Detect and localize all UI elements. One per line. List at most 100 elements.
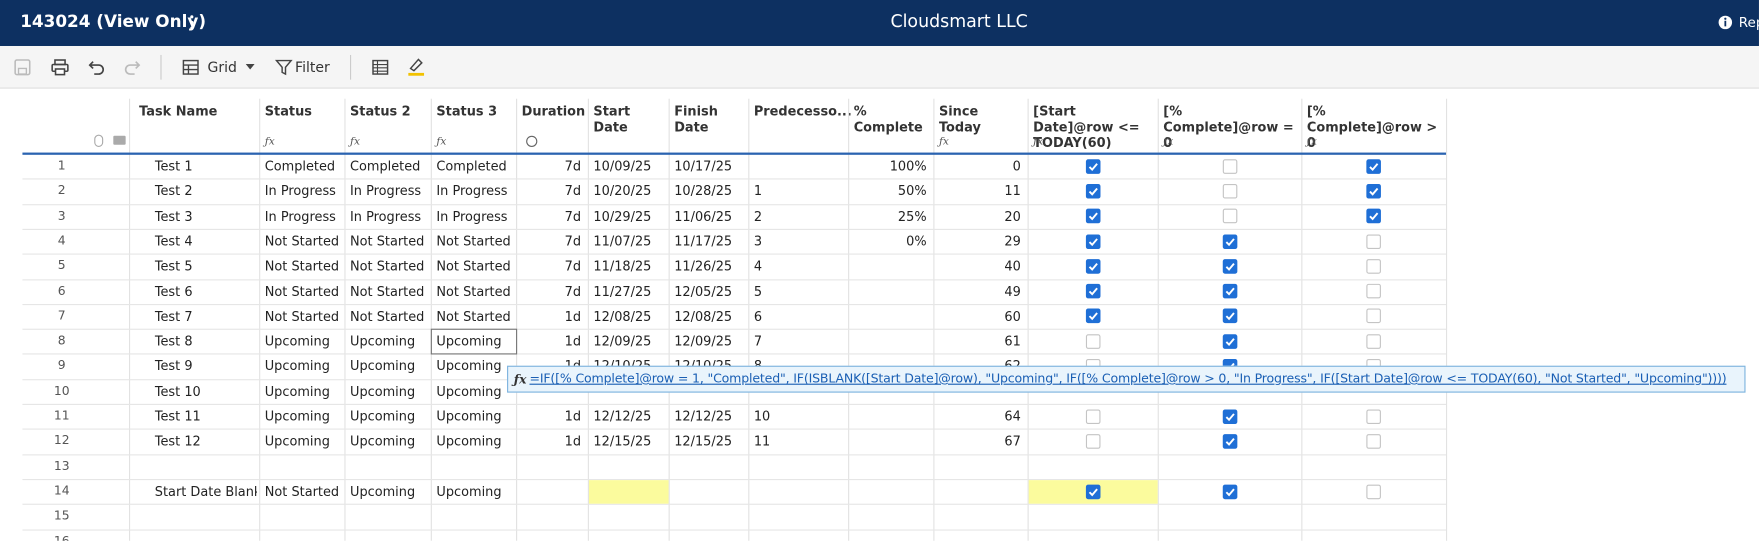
check-mark [1088, 187, 1098, 196]
formula-icon: ƒx [350, 135, 360, 149]
print-button[interactable] [50, 58, 69, 76]
cell: 12/12/25 [593, 408, 652, 425]
checkbox [1222, 258, 1237, 274]
column-header[interactable]: [Start Date]@row <= TODAY(60) [1033, 103, 1140, 151]
column-header[interactable]: [% Complete]@row = 0 [1163, 103, 1294, 151]
cell: 11/18/25 [593, 258, 652, 274]
cell: 1d [564, 333, 582, 349]
table-icon[interactable] [371, 58, 389, 76]
checkbox [1366, 258, 1381, 274]
redo-button[interactable] [123, 58, 141, 76]
row-divider [22, 478, 1447, 481]
cell: 11/26/25 [674, 258, 733, 274]
report-link[interactable]: Rep [1738, 14, 1759, 31]
check-mark [1088, 162, 1098, 171]
column-divider [668, 98, 670, 541]
more-icon[interactable] [188, 15, 195, 31]
column-header[interactable]: % Complete [853, 103, 923, 135]
column-header[interactable]: [% Complete]@row > 0 [1306, 103, 1438, 151]
cell: 11/06/25 [674, 208, 733, 224]
check-mark [1369, 162, 1379, 171]
column-header[interactable]: Status [264, 103, 312, 119]
checkbox [1222, 434, 1237, 449]
cell: Not Started [436, 308, 511, 324]
cell: Upcoming [350, 333, 416, 349]
info-icon[interactable] [1717, 15, 1733, 31]
row-divider [22, 503, 1447, 506]
sheet-title[interactable]: 143024 (View Only) [20, 11, 207, 32]
column-header[interactable]: Since Today [938, 103, 981, 135]
cell: 12/15/25 [674, 433, 733, 450]
column-header[interactable]: Predecesso... [753, 103, 852, 119]
separator [350, 54, 352, 80]
cell: Upcoming [350, 433, 416, 450]
cell: 49 [1004, 283, 1021, 299]
cell: Start Date Blank [154, 483, 257, 500]
cell: Upcoming [436, 483, 502, 500]
cell: Test 8 [154, 333, 193, 349]
view-selector[interactable]: Grid [207, 58, 237, 76]
checkbox [1085, 233, 1100, 249]
cell: 25% [897, 208, 927, 224]
row-divider [22, 303, 1447, 305]
checkbox [1366, 233, 1381, 249]
cell: Completed [264, 158, 336, 174]
cell: Not Started [436, 283, 511, 299]
cell: Upcoming [350, 358, 416, 374]
formula-icon: ƒx [1306, 135, 1317, 149]
checkbox [1085, 308, 1100, 324]
cell-highlight [588, 480, 669, 504]
dropdown-caret[interactable] [245, 63, 255, 71]
checkbox [1366, 334, 1381, 349]
checkbox [1366, 208, 1381, 224]
check-mark [1225, 412, 1235, 421]
check-mark [1225, 237, 1235, 246]
cell: 100% [889, 158, 927, 174]
cell: Upcoming [436, 358, 502, 374]
checkbox [1085, 158, 1100, 174]
row-divider [22, 228, 1447, 230]
checkbox [1085, 484, 1100, 499]
column-header[interactable]: Task Name [139, 103, 218, 119]
checkbox [1222, 208, 1237, 224]
highlight-icon[interactable] [406, 56, 426, 76]
column-divider [1157, 98, 1159, 541]
checkbox [1085, 283, 1100, 299]
cell: 5 [753, 283, 763, 299]
check-mark [1088, 237, 1098, 246]
column-header[interactable]: Finish Date [674, 103, 718, 135]
grid-icon[interactable] [182, 58, 200, 76]
cell: Test 1 [154, 158, 193, 174]
row-number: 8 [57, 333, 66, 348]
checkbox [1085, 409, 1100, 424]
checkbox [1366, 484, 1381, 499]
cell: 11/27/25 [593, 283, 652, 299]
check-mark [1088, 212, 1098, 221]
row-divider [22, 403, 1447, 405]
undo-button[interactable] [88, 58, 106, 76]
column-header[interactable]: Status 3 [436, 103, 498, 119]
cell: 11 [1004, 183, 1021, 199]
check-mark [1088, 287, 1098, 296]
cell: 1d [564, 433, 582, 450]
comment-icon [113, 135, 126, 145]
checkbox [1085, 434, 1100, 449]
checkbox [1085, 334, 1100, 349]
save-button[interactable] [13, 58, 31, 76]
cell: 7d [564, 158, 582, 174]
cell: Test 4 [154, 233, 193, 249]
cell: In Progress [436, 183, 508, 199]
cell: Upcoming [350, 483, 416, 500]
cell: Upcoming [264, 383, 330, 400]
cell: 10/09/25 [593, 158, 652, 174]
column-header[interactable]: Status 2 [350, 103, 411, 119]
column-header[interactable]: Duration [521, 103, 586, 119]
filter-button[interactable]: Filter [295, 58, 330, 76]
cell: In Progress [264, 183, 336, 199]
cell: In Progress [350, 183, 422, 199]
filter-icon[interactable] [274, 58, 293, 76]
column-header[interactable]: Start Date [593, 103, 631, 135]
row-number: 6 [57, 283, 66, 298]
checkbox [1085, 208, 1100, 224]
formula-text[interactable]: =IF([% Complete]@row = 1, "Completed", I… [529, 371, 1727, 386]
